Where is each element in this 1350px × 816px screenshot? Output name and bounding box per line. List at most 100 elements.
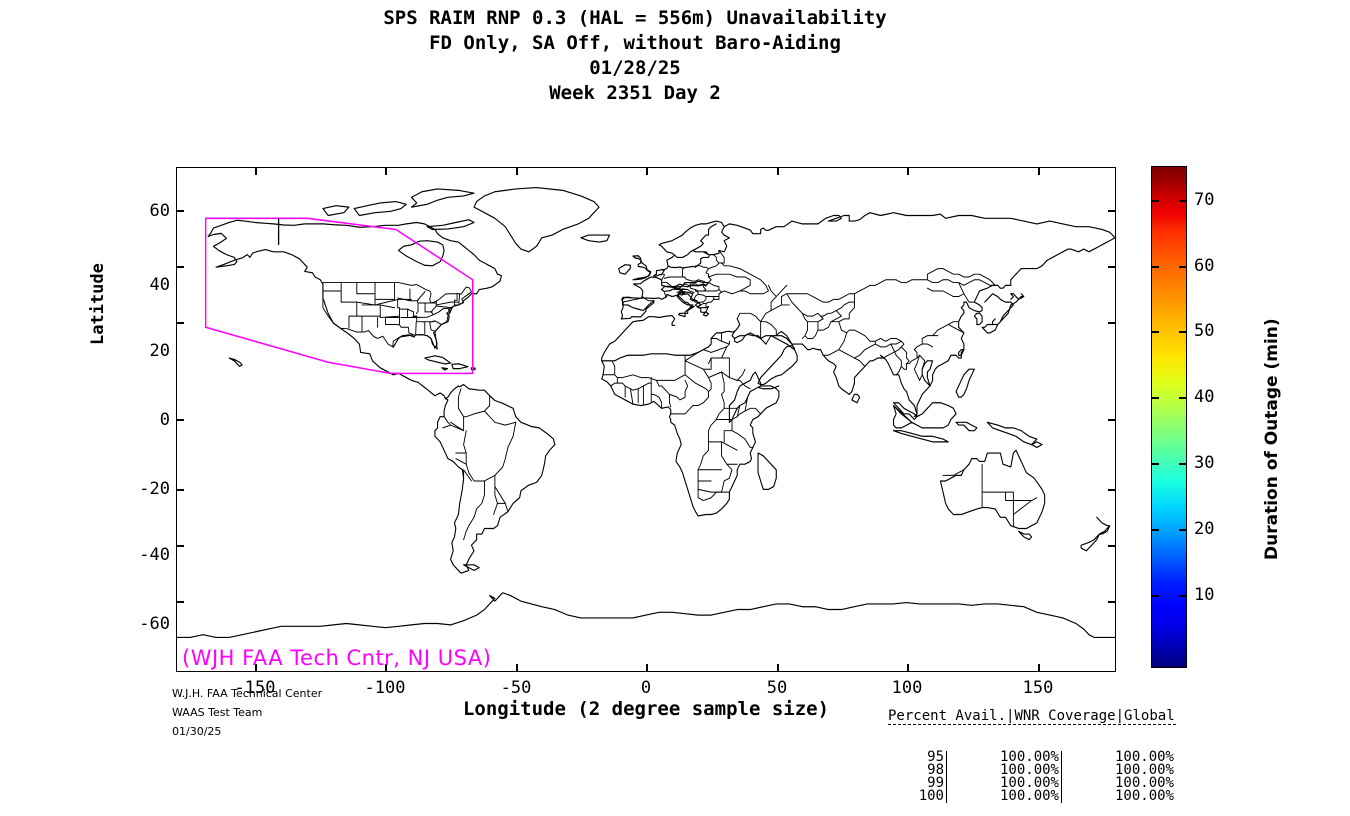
- table-row: 98 100.00% 100.00%: [888, 763, 1176, 777]
- cbtick-right-70: [1179, 200, 1187, 202]
- south-asia-coast: [770, 330, 934, 418]
- victoria-island: [353, 200, 407, 217]
- taiwan: [958, 349, 965, 356]
- puerto-rico: [470, 367, 476, 371]
- africa-borders: [601, 332, 762, 502]
- xtick-mark-100: [907, 664, 909, 672]
- new-guinea-east-tip: [1031, 441, 1043, 449]
- cbtick-right-20: [1179, 529, 1187, 531]
- stats-header-wnr: WNR Coverage: [1014, 708, 1116, 724]
- ytick-mark-right-m20: [1108, 489, 1116, 491]
- cbtick-20: [1151, 529, 1159, 531]
- xtick-label-m50: -50: [500, 678, 532, 698]
- north-africa-mediterranean: [601, 314, 767, 362]
- ytick-mark-m40: [176, 545, 184, 547]
- title-line-1: SPS RAIM RNP 0.3 (HAL = 556m) Unavailabi…: [383, 7, 887, 29]
- xtick-mark-top-m150: [255, 167, 257, 175]
- great-britain: [632, 255, 652, 281]
- tasmania: [1018, 530, 1033, 541]
- java: [892, 430, 949, 443]
- cbtick-40: [1151, 397, 1159, 399]
- cbtick-70: [1151, 200, 1159, 202]
- stats-header-sep2: |: [1115, 708, 1125, 724]
- cblabel-50: 50: [1194, 321, 1215, 341]
- stats-body: 95 100.00% 100.00% 98 100.00% 100.00% 99…: [888, 750, 1176, 804]
- chart-title-block: SPS RAIM RNP 0.3 (HAL = 556m) Unavailabi…: [0, 6, 1270, 106]
- stats-cell-wnr: 100.00%: [946, 750, 1062, 764]
- baffin-island-south: [426, 219, 475, 231]
- hawaii: [228, 357, 243, 367]
- xtick-mark-top-100: [907, 167, 909, 175]
- ireland: [618, 264, 631, 275]
- stats-cell-wnr: 100.00%: [946, 763, 1062, 777]
- korea: [973, 312, 983, 326]
- sri-lanka: [851, 393, 861, 404]
- ytick-mark-40: [176, 266, 184, 268]
- new-guinea-west: [986, 421, 1038, 446]
- australia-borders: [942, 463, 1038, 527]
- arabia: [734, 332, 798, 386]
- stats-header-sep1: |: [1006, 708, 1015, 724]
- ytick-mark-60: [176, 210, 184, 212]
- xtick-label-m100: -100: [364, 678, 406, 698]
- iceland: [580, 234, 611, 243]
- x-axis-label: Longitude (2 degree sample size): [462, 698, 830, 720]
- ytick-mark-right-0: [1108, 419, 1116, 421]
- watermark-text: (WJH FAA Tech Cntr, NJ USA): [182, 646, 492, 670]
- xtick-label-m150: -150: [234, 678, 276, 698]
- new-zealand: [1080, 516, 1111, 552]
- stats-cell-wnr: 100.00%: [946, 789, 1062, 803]
- y-axis-label: Latitude: [88, 263, 108, 345]
- cbtick-right-50: [1179, 331, 1187, 333]
- ellesmere-island: [410, 188, 475, 208]
- xtick-mark-top-150: [1038, 167, 1040, 175]
- credits-line-1: W.J.H. FAA Technical Center: [172, 687, 323, 700]
- credits-line-2: WAAS Test Team: [172, 706, 263, 719]
- ytick-mark-20: [176, 322, 184, 324]
- scandinavia-west: [653, 220, 725, 277]
- philippines: [955, 368, 975, 398]
- table-row: 100 100.00% 100.00%: [888, 788, 1176, 804]
- asia-borders: [736, 268, 996, 381]
- stats-cell-percent: 100: [918, 788, 944, 804]
- cbtick-right-10: [1179, 595, 1187, 597]
- cblabel-40: 40: [1194, 387, 1215, 407]
- ytick-mark-right-60: [1108, 210, 1116, 212]
- availability-stats-table: Percent Avail.|WNR Coverage|Global 95 10…: [888, 684, 1176, 816]
- south-america-outline: [434, 395, 556, 574]
- cuba: [424, 355, 452, 365]
- xtick-mark-m100: [385, 664, 387, 672]
- cbtick-10: [1151, 595, 1159, 597]
- colorbar: [1151, 166, 1187, 668]
- xtick-label-150: 150: [1022, 678, 1054, 698]
- east-asia-coast: [929, 237, 1115, 387]
- greenland: [473, 186, 600, 253]
- sulawesi: [955, 421, 978, 432]
- ytick-label-0: 0: [159, 410, 170, 430]
- xtick-mark-top-0: [646, 167, 648, 175]
- south-america-north-coast-seg: [444, 383, 491, 400]
- xtick-mark-m150: [255, 664, 257, 672]
- xtick-mark-50: [777, 664, 779, 672]
- cbtick-right-60: [1179, 266, 1187, 268]
- madagascar: [757, 452, 777, 490]
- cbtick-60: [1151, 266, 1159, 268]
- north-america-east-north-coast: [207, 219, 502, 349]
- japan: [981, 293, 1025, 334]
- red-sea-horn: [728, 371, 762, 423]
- ytick-label-40: 40: [149, 275, 170, 295]
- ytick-mark-m60: [176, 601, 184, 603]
- stats-cell-global: 100.00%: [1061, 763, 1176, 777]
- cblabel-70: 70: [1194, 190, 1215, 210]
- xtick-label-0: 0: [640, 678, 652, 698]
- xtick-mark-0: [646, 664, 648, 672]
- colorbar-gradient: [1152, 167, 1186, 667]
- cbtick-30: [1151, 463, 1159, 465]
- cbtick-right-30: [1179, 463, 1187, 465]
- hudson-bay: [397, 240, 445, 267]
- world-map-svg: [177, 186, 1115, 639]
- map-plot-area: [176, 167, 1116, 672]
- jamaica: [441, 367, 449, 371]
- table-row: 95 100.00% 100.00%: [888, 750, 1176, 764]
- xtick-label-50: 50: [766, 678, 788, 698]
